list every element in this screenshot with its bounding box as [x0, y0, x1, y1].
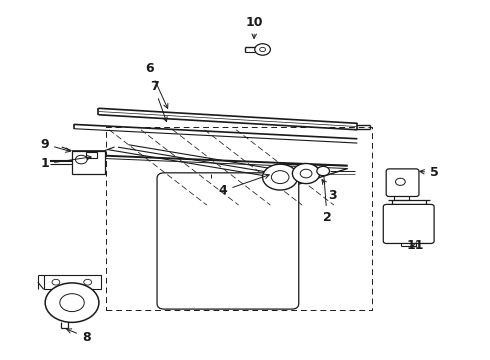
- Text: 9: 9: [40, 138, 70, 152]
- Bar: [86, 152, 97, 158]
- Text: 6: 6: [146, 62, 168, 108]
- Circle shape: [255, 44, 270, 55]
- Circle shape: [52, 279, 60, 285]
- Circle shape: [75, 155, 87, 164]
- Bar: [106, 127, 372, 310]
- Circle shape: [300, 169, 312, 178]
- Circle shape: [45, 283, 99, 322]
- Text: 7: 7: [150, 80, 167, 121]
- Circle shape: [271, 171, 289, 184]
- FancyBboxPatch shape: [386, 169, 419, 197]
- Text: 3: 3: [322, 180, 337, 202]
- Text: 11: 11: [406, 239, 424, 252]
- Bar: [44, 275, 101, 289]
- Text: 1: 1: [40, 156, 91, 170]
- Text: 2: 2: [321, 170, 331, 224]
- Circle shape: [317, 166, 330, 176]
- Circle shape: [293, 163, 320, 184]
- Circle shape: [60, 294, 84, 312]
- FancyBboxPatch shape: [157, 173, 299, 309]
- Text: 8: 8: [67, 329, 91, 343]
- Circle shape: [263, 164, 298, 190]
- Text: 5: 5: [420, 166, 439, 179]
- Circle shape: [260, 47, 266, 51]
- Circle shape: [395, 178, 405, 185]
- Bar: [72, 150, 105, 174]
- FancyBboxPatch shape: [383, 204, 434, 243]
- Circle shape: [84, 279, 92, 285]
- Text: 10: 10: [246, 16, 264, 39]
- Text: 4: 4: [219, 174, 269, 197]
